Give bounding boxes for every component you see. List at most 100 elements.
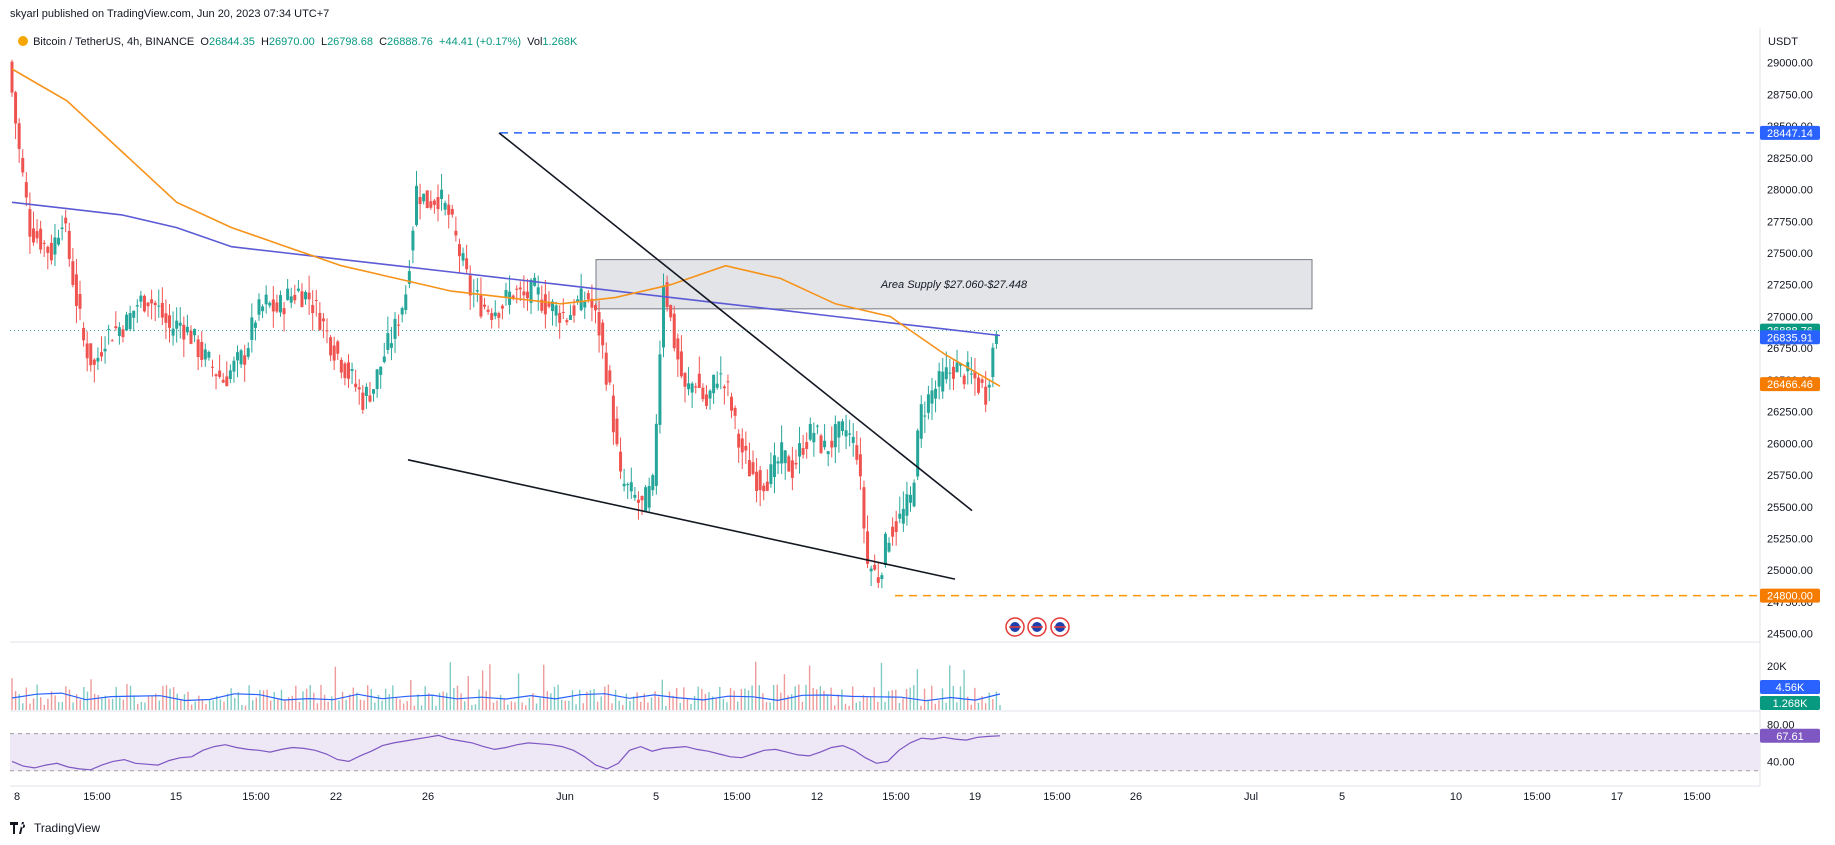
candle-body: [368, 395, 372, 402]
candle-body: [318, 313, 322, 330]
candle-body: [82, 327, 86, 341]
candle-body: [887, 542, 891, 552]
candle-body: [504, 290, 508, 297]
candle-body: [185, 326, 189, 333]
time-tick: 8: [14, 791, 20, 803]
candle-body: [357, 387, 361, 390]
candle-body: [898, 513, 902, 519]
supply-zone-layer: Area Supply $27.060-$27.448: [595, 259, 1313, 310]
candle-body: [794, 462, 798, 465]
candle-body: [175, 320, 179, 329]
candle-body: [46, 246, 50, 253]
symbol-name[interactable]: Bitcoin / TetherUS, 4h, BINANCE: [33, 36, 195, 48]
tradingview-footer[interactable]: TradingView: [10, 821, 100, 835]
candle-body: [586, 293, 590, 300]
candle-body: [869, 568, 873, 572]
candle-body: [604, 352, 608, 385]
candle-body: [601, 322, 605, 346]
candle-body: [608, 370, 612, 383]
candle-body: [805, 442, 809, 449]
candle-body: [959, 363, 963, 366]
candle-body: [107, 328, 111, 330]
candle-body: [228, 370, 232, 380]
price-label-bg: [1760, 125, 1820, 140]
candle-body: [286, 288, 290, 300]
candle-body: [160, 302, 164, 318]
candle-body: [619, 451, 623, 472]
candle-body: [135, 305, 139, 307]
candle-body: [593, 305, 597, 311]
candle-body: [164, 313, 168, 323]
candle-body: [977, 377, 981, 393]
candle-body: [99, 352, 103, 357]
candle-body: [157, 305, 161, 307]
candle-body: [110, 340, 114, 342]
candle-body: [654, 423, 658, 486]
price-label-text: 24800.00: [1767, 591, 1813, 603]
low-label: L: [320, 36, 328, 48]
rsi-pane: 80.00 40.00 67.61: [10, 719, 1820, 772]
time-tick: Jul: [1244, 791, 1258, 803]
candle-body: [60, 227, 64, 229]
candle-body: [486, 309, 490, 312]
candle-body: [35, 231, 39, 239]
candle-body: [676, 338, 680, 360]
candle-body: [894, 521, 898, 533]
candle-body: [250, 317, 254, 341]
candle-body: [321, 318, 325, 322]
candle-body: [862, 487, 866, 529]
candle-body: [236, 352, 240, 361]
price-label-text: 26466.46: [1767, 379, 1813, 391]
candle-body: [225, 376, 229, 387]
candle-body: [819, 435, 823, 453]
candle-body: [912, 482, 916, 507]
candle-body: [422, 193, 426, 202]
time-tick: 12: [811, 791, 823, 803]
candle-body: [150, 299, 154, 304]
candle-body: [704, 394, 708, 406]
candle-body: [672, 313, 676, 349]
candle-body: [89, 343, 93, 366]
price-tick: 27500.00: [1767, 248, 1813, 260]
rsi-tick: 40.00: [1767, 756, 1795, 768]
grid: [10, 28, 1761, 787]
candle-body: [49, 242, 53, 261]
candle-body: [916, 430, 920, 477]
candle-body: [826, 451, 830, 455]
price-label-bg: [1760, 330, 1820, 345]
rsi-line: [11, 734, 1001, 771]
candle-body: [64, 217, 68, 224]
candle-body: [232, 360, 236, 372]
candle-body: [551, 301, 555, 312]
candle-body: [125, 314, 129, 331]
candle-body: [683, 373, 687, 387]
candle-body: [669, 304, 673, 318]
candle-body: [271, 299, 275, 312]
candle-body: [525, 291, 529, 299]
candle-body: [432, 200, 436, 205]
time-tick: Jun: [556, 791, 574, 803]
candle-body: [597, 312, 601, 336]
candle-body: [282, 308, 286, 315]
candle-body: [948, 372, 952, 374]
price-label-text: 26835.91: [1767, 332, 1813, 344]
candle-body: [314, 299, 318, 301]
price-tick: 27750.00: [1767, 216, 1813, 228]
volume-ma-label: 4.56K: [1776, 682, 1805, 694]
candle-body: [955, 362, 959, 373]
candle-body: [436, 197, 440, 210]
time-tick: 5: [1339, 791, 1345, 803]
candle-body: [447, 204, 451, 215]
candle-body: [14, 92, 18, 124]
time-axis[interactable]: 8 15:00 15 15:00 22 26 Jun 5 15:00 12 15:00 19 15:00…: [14, 791, 1711, 803]
candle-body: [744, 445, 748, 451]
close-label: C: [379, 36, 388, 48]
candle-body: [404, 294, 408, 310]
candle-body: [726, 381, 730, 383]
supply-zone: [595, 259, 1313, 310]
rsi-band: [10, 733, 1760, 771]
price-tick: 25500.00: [1767, 502, 1813, 514]
candle-body: [415, 185, 419, 225]
candle-body: [647, 485, 651, 508]
